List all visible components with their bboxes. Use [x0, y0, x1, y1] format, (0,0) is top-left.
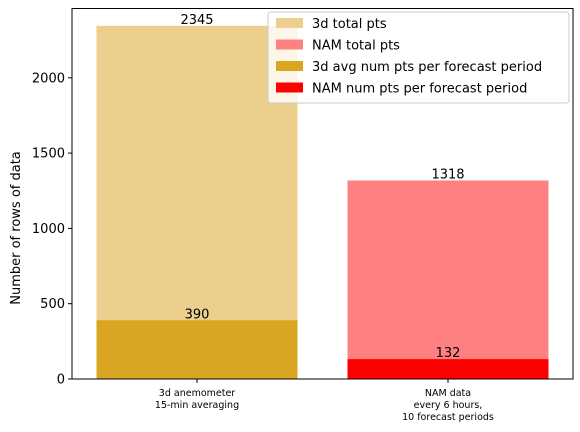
y-tick-label: 500 — [40, 297, 65, 312]
bar-1 — [96, 25, 298, 379]
legend-label: 3d avg num pts per forecast period — [312, 60, 542, 75]
y-tick-label: 0 — [57, 373, 65, 388]
y-axis: 0 500 1000 1500 2000 — [32, 71, 72, 388]
legend-swatch — [276, 61, 303, 71]
bar-2 — [347, 180, 549, 379]
bar-value-label: 390 — [185, 307, 210, 322]
y-axis-label: Number of rows of data — [9, 151, 24, 305]
bar-labels-group: 2345 1318 390 132 — [180, 13, 464, 361]
x-axis: 3d anemometer 15-min averaging NAM data eve… — [155, 379, 494, 423]
legend-label: 3d total pts — [312, 17, 387, 32]
bar-value-label: 132 — [436, 346, 461, 361]
legend-box — [267, 11, 570, 104]
y-tick-label: 1500 — [32, 147, 65, 162]
legend-label: NAM num pts per forecast period — [312, 82, 527, 97]
legend: 3d total pts NAM total pts 3d avg num pts … — [267, 11, 570, 104]
bar-3 — [96, 320, 298, 379]
bar-4 — [347, 359, 549, 379]
bars-group — [96, 25, 549, 379]
legend-swatch — [276, 39, 303, 50]
legend-swatch — [276, 18, 303, 28]
legend-swatch — [276, 82, 303, 93]
bar-value-label: 1318 — [431, 167, 464, 182]
y-tick-label: 2000 — [32, 71, 65, 86]
x-tick-label: NAM data every 6 hours, 10 forecast period… — [402, 388, 494, 423]
x-tick-label: 3d anemometer 15-min averaging — [155, 388, 239, 411]
y-tick-label: 1000 — [32, 222, 65, 237]
plot-frame — [71, 8, 574, 380]
bar-value-label: 2345 — [180, 13, 213, 28]
legend-label: NAM total pts — [312, 39, 400, 54]
